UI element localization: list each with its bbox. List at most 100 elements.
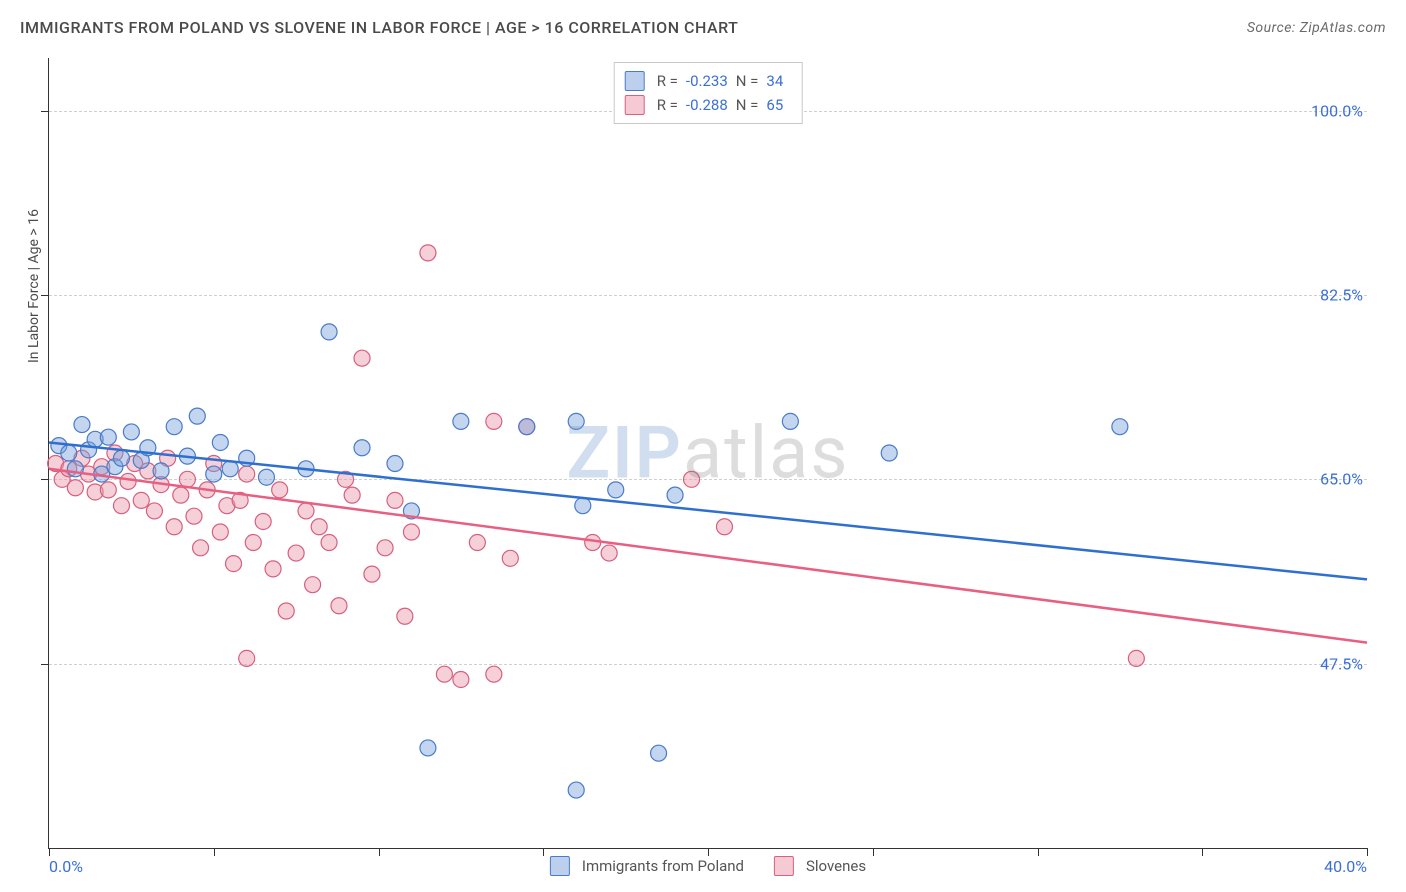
pink-point [278,603,294,619]
pink-point [331,598,347,614]
pink-point [133,492,149,508]
blue-point [189,408,205,424]
pink-point [311,519,327,535]
legend-series: Immigrants from Poland Slovenes [550,856,866,876]
pink-trendline [49,469,1367,643]
pink-point [403,524,419,540]
pink-point [321,535,337,551]
pink-point [239,650,255,666]
pink-point [377,540,393,556]
pink-point [486,666,502,682]
legend-item-pink: Slovenes [774,856,866,876]
pink-point [305,577,321,593]
pink-point [179,471,195,487]
pink-point [146,503,162,519]
x-tick-mark [873,848,874,856]
blue-point [113,450,129,466]
x-tick-mark [1367,848,1368,856]
swatch-blue-icon [550,856,570,876]
pink-point [113,498,129,514]
blue-point [206,466,222,482]
blue-point [61,445,77,461]
pink-point [120,473,136,489]
pink-point [354,350,370,366]
y-tick-label: 82.5% [1320,286,1363,305]
legend-n-label: N = [736,69,759,93]
y-tick-label: 47.5% [1320,654,1363,673]
blue-point [74,417,90,433]
blue-point [166,419,182,435]
y-tick-mark [41,664,49,665]
blue-point [420,740,436,756]
pink-point [100,482,116,498]
swatch-pink-icon [774,856,794,876]
pink-point [344,487,360,503]
x-axis-min-label: 0.0% [49,857,83,876]
pink-point [469,535,485,551]
x-tick-mark [49,848,50,856]
blue-point [212,434,228,450]
pink-point [173,487,189,503]
pink-point [420,245,436,261]
pink-point [502,550,518,566]
pink-point [239,466,255,482]
pink-point [684,471,700,487]
legend-r-label: R = [657,93,678,117]
title-bar: IMMIGRANTS FROM POLAND VS SLOVENE IN LAB… [20,18,1386,37]
pink-point [453,671,469,687]
blue-point [387,456,403,472]
pink-point [716,519,732,535]
blue-trendline [49,442,1367,579]
blue-point [153,463,169,479]
pink-point [186,508,202,524]
blue-point [651,745,667,761]
blue-point [258,469,274,485]
y-tick-mark [41,479,49,480]
blue-point [1112,419,1128,435]
x-axis-max-label: 40.0% [1324,857,1367,876]
x-tick-mark [1038,848,1039,856]
x-tick-mark [379,848,380,856]
pink-point [364,566,380,582]
blue-point [321,324,337,340]
pink-point [601,545,617,561]
blue-point [453,413,469,429]
blue-point [123,424,139,440]
x-tick-mark [1202,848,1203,856]
legend-label-blue: Immigrants from Poland [582,857,744,875]
pink-point [397,608,413,624]
legend-n-label: N = [736,93,759,117]
blue-point [667,487,683,503]
pink-point [272,482,288,498]
pink-point [288,545,304,561]
pink-point [436,666,452,682]
pink-point [585,535,601,551]
pink-point [245,535,261,551]
legend-row-blue: R = -0.233 N = 34 [625,69,784,93]
legend-n-value-blue: 34 [766,69,783,93]
pink-point [298,503,314,519]
pink-point [1128,650,1144,666]
swatch-pink-icon [625,95,645,115]
y-tick-mark [41,295,49,296]
legend-row-pink: R = -0.288 N = 65 [625,93,784,117]
blue-point [575,498,591,514]
blue-point [222,461,238,477]
legend-r-value-blue: -0.233 [686,69,728,93]
chart-title: IMMIGRANTS FROM POLAND VS SLOVENE IN LAB… [20,18,738,37]
pink-point [67,480,83,496]
swatch-blue-icon [625,71,645,91]
blue-point [67,461,83,477]
x-tick-mark [708,848,709,856]
blue-point [782,413,798,429]
pink-point [193,540,209,556]
pink-point [486,413,502,429]
legend-r-label: R = [657,69,678,93]
y-tick-mark [41,111,49,112]
legend-label-pink: Slovenes [806,857,866,875]
blue-point [519,419,535,435]
chart-source: Source: ZipAtlas.com [1247,20,1386,36]
pink-point [255,513,271,529]
x-tick-mark [543,848,544,856]
legend-n-value-pink: 65 [766,93,783,117]
